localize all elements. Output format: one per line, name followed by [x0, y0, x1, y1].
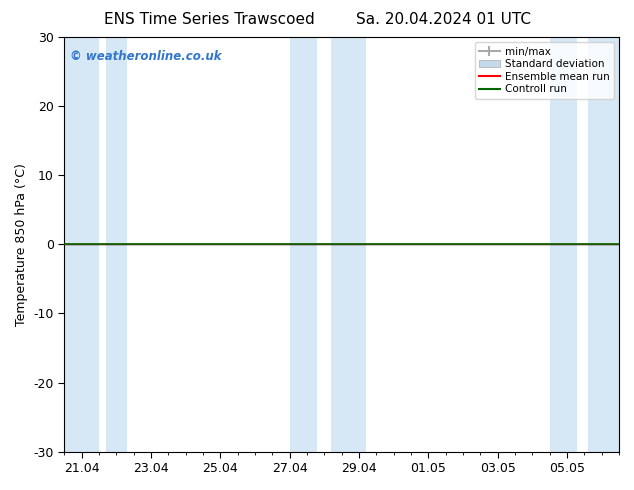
Bar	[290, 37, 318, 452]
Bar	[106, 37, 127, 452]
Y-axis label: Temperature 850 hPa (°C): Temperature 850 hPa (°C)	[15, 163, 28, 326]
Text: Sa. 20.04.2024 01 UTC: Sa. 20.04.2024 01 UTC	[356, 12, 531, 27]
Bar	[64, 37, 99, 452]
Legend: min/max, Standard deviation, Ensemble mean run, Controll run: min/max, Standard deviation, Ensemble me…	[475, 42, 614, 98]
Bar	[550, 37, 578, 452]
Bar	[588, 37, 619, 452]
Text: ENS Time Series Trawscoed: ENS Time Series Trawscoed	[104, 12, 314, 27]
Bar	[332, 37, 366, 452]
Text: © weatheronline.co.uk: © weatheronline.co.uk	[70, 49, 221, 63]
